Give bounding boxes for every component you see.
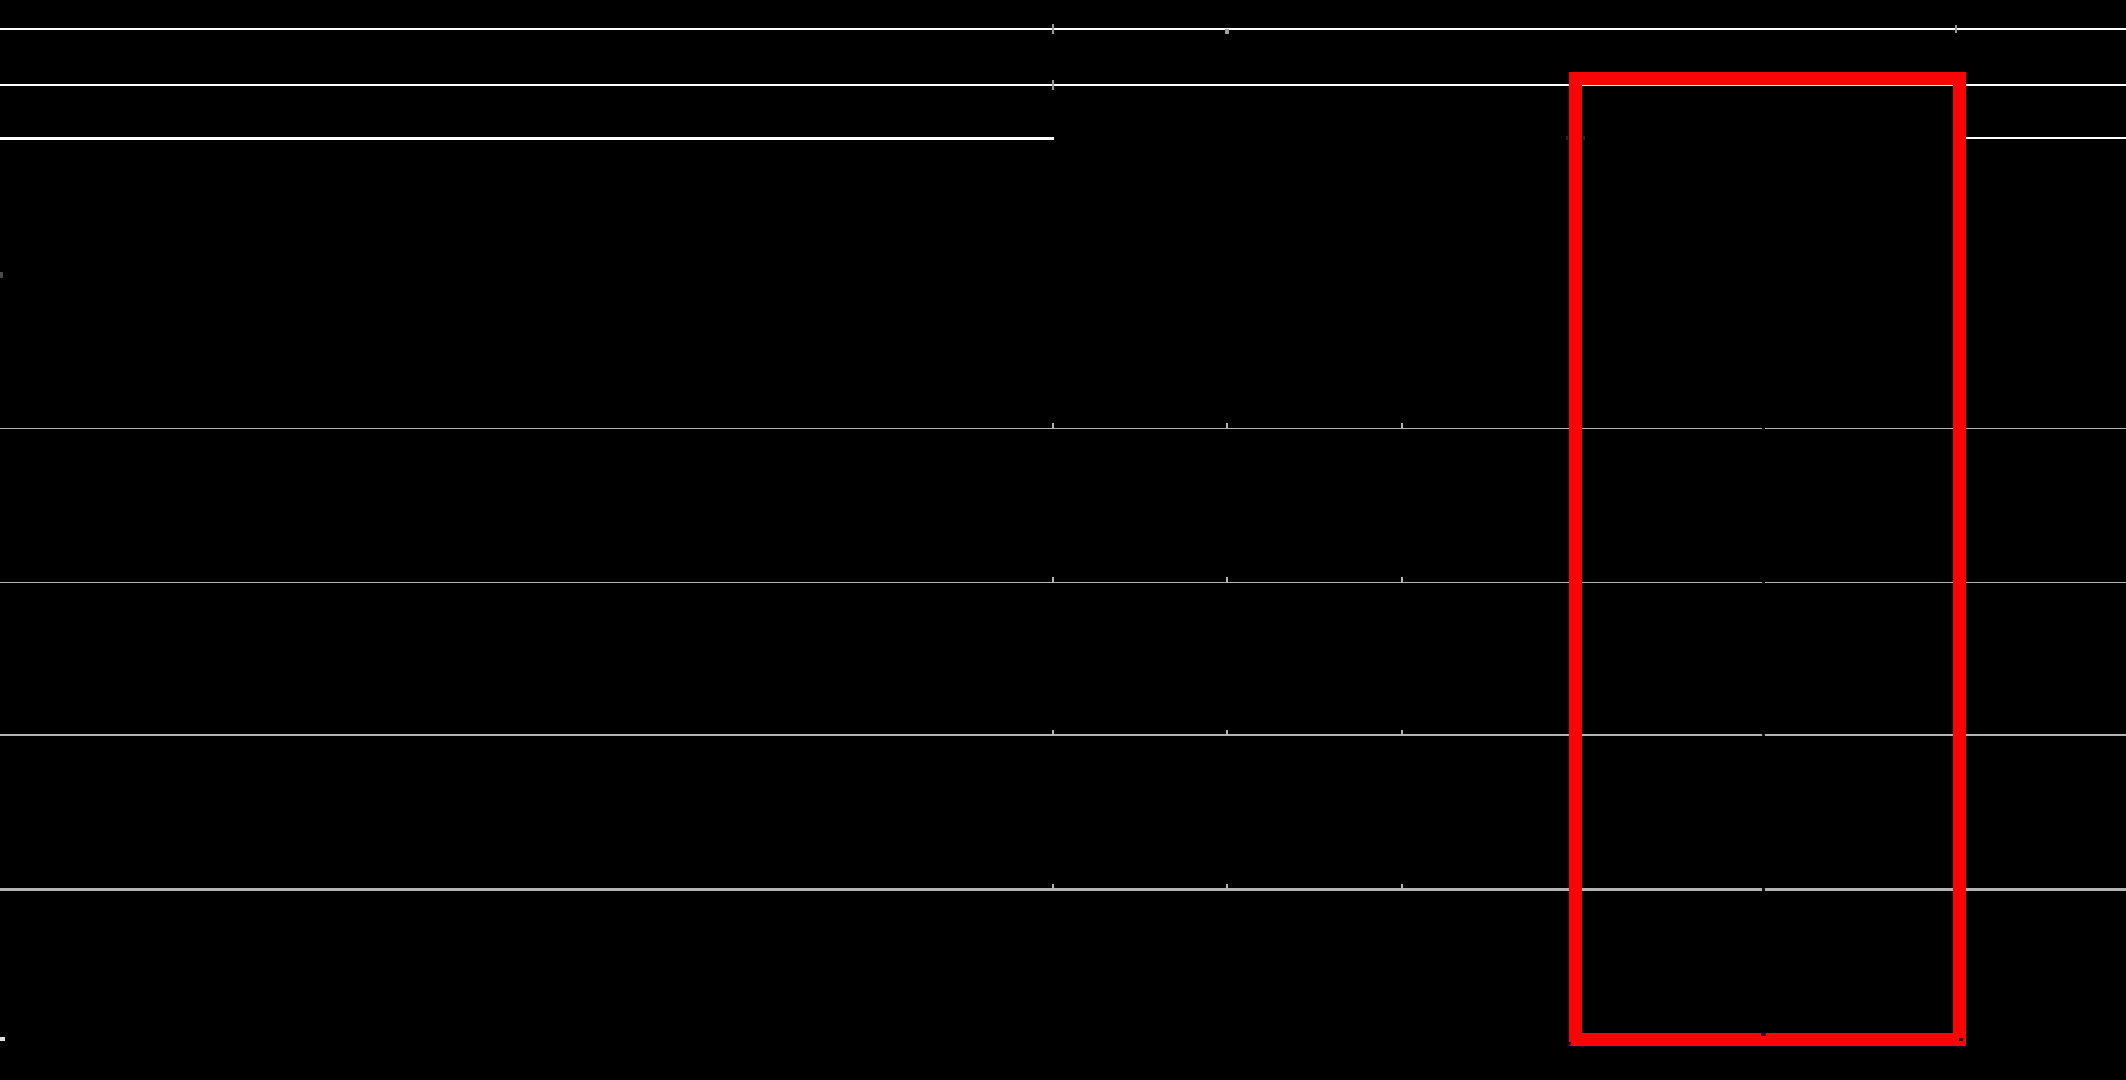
highlight-rectangle [1569, 72, 1966, 1046]
red-notch-bottom-left [1567, 1042, 1571, 1045]
red-notch-left-band-a [1566, 136, 1568, 140]
left-edge-mark-upper [0, 272, 3, 278]
divider-notch-row-2 [1762, 581, 1765, 584]
header-bottom-line-left [0, 136, 1054, 140]
col-tick-a-row-2 [1052, 577, 1054, 583]
red-notch-bottom-right [1959, 1038, 1963, 1041]
divider-notch-row-3 [1762, 734, 1765, 736]
col-tick-c-row-2 [1401, 577, 1403, 583]
col-tick-a-header-top [1052, 24, 1054, 34]
col-tick-b-row-4 [1226, 883, 1228, 891]
header-bottom-line-right [1966, 137, 2126, 139]
col-tick-c-row-3 [1401, 729, 1403, 736]
col-tick-c-row-1 [1401, 423, 1403, 429]
red-notch-left-band-b [1583, 136, 1585, 140]
row-line-4 [0, 888, 2126, 891]
col-tick-a-row-3 [1052, 729, 1054, 736]
header-mid-line [0, 83, 2126, 86]
col-tick-b-row-1 [1226, 423, 1228, 429]
row-line-3 [0, 734, 2126, 736]
red-notch-bottom-divider [1761, 1033, 1766, 1036]
col-tick-a-header-mid [1052, 80, 1054, 90]
col-tick-a-row-1 [1052, 423, 1054, 429]
row-line-1 [0, 427, 2126, 429]
row-line-2 [0, 581, 2126, 583]
col-tick-a-row-4 [1052, 883, 1054, 891]
header-top-line [0, 27, 2126, 30]
col-tick-c-row-4 [1401, 883, 1403, 891]
divider-notch-row-4 [1762, 888, 1765, 891]
left-edge-mark-lower [0, 1037, 5, 1041]
col-tick-d-header-top [1955, 25, 1957, 33]
col-tick-b-header-top [1225, 29, 1229, 34]
col-tick-b-row-3 [1226, 729, 1228, 736]
divider-notch-row-1 [1762, 427, 1765, 430]
col-tick-b-row-2 [1226, 577, 1228, 583]
